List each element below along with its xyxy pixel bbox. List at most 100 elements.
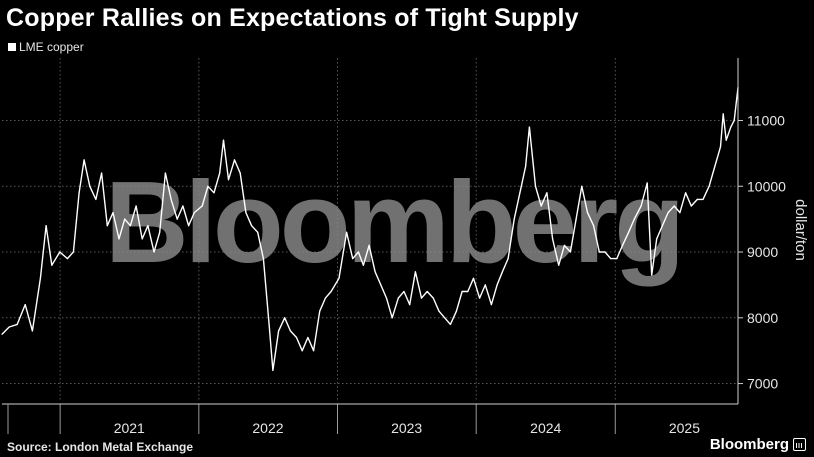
data-point bbox=[733, 119, 735, 122]
data-point bbox=[313, 350, 315, 352]
data-point bbox=[685, 192, 687, 194]
data-point bbox=[722, 113, 724, 115]
data-point bbox=[444, 317, 446, 319]
page-title: Copper Rallies on Expectations of Tight … bbox=[6, 4, 579, 32]
data-point bbox=[222, 139, 225, 141]
x-tick-label: 2022 bbox=[252, 420, 283, 436]
data-point bbox=[368, 244, 370, 246]
data-point bbox=[352, 258, 354, 260]
data-point bbox=[289, 330, 291, 332]
data-point bbox=[213, 192, 215, 194]
data-point bbox=[374, 271, 376, 273]
data-point bbox=[141, 238, 143, 240]
series-layer bbox=[1, 87, 739, 372]
data-point bbox=[719, 146, 722, 148]
data-point bbox=[461, 290, 463, 293]
data-point bbox=[581, 185, 583, 187]
data-point bbox=[490, 304, 492, 306]
data-point bbox=[295, 336, 298, 339]
bloomberg-logo: Bloomberg bbox=[710, 436, 806, 453]
data-point bbox=[646, 182, 648, 184]
data-point bbox=[552, 238, 554, 240]
data-point bbox=[414, 271, 416, 273]
data-point bbox=[455, 310, 457, 312]
data-point bbox=[472, 277, 475, 279]
data-point bbox=[284, 317, 286, 319]
x-tick-label: 2023 bbox=[391, 420, 422, 436]
data-point bbox=[118, 238, 120, 240]
data-point bbox=[432, 297, 434, 299]
data-point bbox=[546, 192, 548, 194]
data-point bbox=[8, 326, 10, 328]
data-point bbox=[147, 225, 149, 227]
data-point bbox=[420, 297, 423, 299]
data-point bbox=[101, 172, 103, 174]
data-point bbox=[239, 172, 241, 174]
data-point bbox=[153, 251, 155, 253]
legend-label: LME copper bbox=[19, 40, 84, 54]
data-point bbox=[227, 179, 230, 181]
data-point bbox=[528, 126, 531, 128]
data-point bbox=[696, 198, 698, 200]
data-point bbox=[193, 212, 195, 214]
data-point bbox=[207, 185, 209, 187]
data-point bbox=[164, 172, 166, 174]
data-point bbox=[24, 304, 26, 306]
data-point bbox=[324, 297, 326, 299]
data-point bbox=[233, 159, 236, 161]
data-point bbox=[51, 264, 53, 266]
data-point bbox=[346, 231, 348, 233]
data-point bbox=[39, 277, 42, 279]
data-point bbox=[604, 251, 606, 253]
data-point bbox=[628, 231, 630, 233]
data-point bbox=[575, 218, 577, 220]
data-point bbox=[702, 198, 704, 200]
data-point bbox=[45, 225, 47, 227]
data-point bbox=[598, 251, 600, 253]
data-point bbox=[593, 225, 595, 227]
data-point bbox=[426, 290, 428, 293]
data-point bbox=[78, 192, 80, 194]
y-tick-label: 7000 bbox=[747, 376, 778, 392]
data-point bbox=[188, 225, 190, 227]
data-point bbox=[272, 369, 274, 371]
data-point bbox=[380, 284, 382, 286]
data-point bbox=[449, 323, 451, 325]
data-point bbox=[59, 251, 61, 253]
data-point bbox=[268, 323, 270, 325]
data-point bbox=[679, 212, 681, 214]
data-point bbox=[610, 258, 612, 260]
chart-icon bbox=[793, 438, 806, 451]
data-point bbox=[403, 290, 405, 293]
data-point bbox=[730, 126, 732, 128]
data-point bbox=[357, 251, 359, 253]
data-point bbox=[16, 323, 18, 325]
data-point bbox=[507, 258, 509, 260]
axes: 7000 8000 9000 10000 11000 2021 2022 2023 2024 20… bbox=[2, 58, 786, 436]
data-point bbox=[714, 165, 716, 168]
y-tick-label: 8000 bbox=[747, 310, 778, 326]
data-point bbox=[251, 225, 253, 227]
data-point bbox=[540, 205, 542, 207]
data-point bbox=[667, 212, 669, 214]
data-point bbox=[690, 205, 692, 207]
data-point bbox=[661, 225, 664, 227]
x-tick-label: 2021 bbox=[114, 420, 145, 436]
y-axis-label: dollar/ton bbox=[792, 199, 809, 261]
source-note: Source: London Metal Exchange bbox=[7, 440, 194, 454]
data-point bbox=[525, 165, 527, 168]
data-point bbox=[467, 290, 469, 293]
data-point bbox=[708, 185, 710, 187]
data-point bbox=[159, 231, 161, 233]
data-point bbox=[330, 290, 332, 293]
data-point bbox=[72, 251, 74, 253]
data-point bbox=[725, 139, 727, 141]
legend-swatch bbox=[8, 43, 16, 51]
data-point bbox=[586, 212, 589, 214]
brand-label: Bloomberg bbox=[709, 436, 789, 453]
data-point bbox=[616, 258, 618, 260]
data-point bbox=[656, 238, 658, 240]
data-point bbox=[176, 218, 178, 220]
data-point bbox=[95, 198, 97, 200]
